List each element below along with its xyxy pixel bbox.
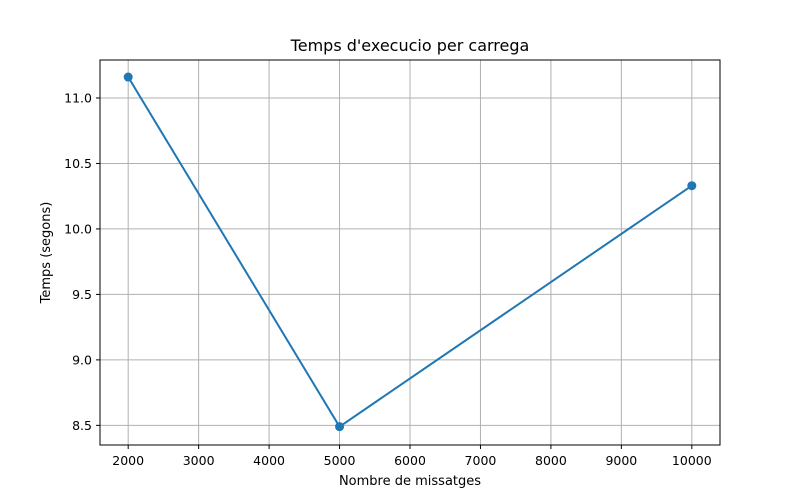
grid-layer bbox=[100, 60, 720, 445]
x-tick-label: 6000 bbox=[394, 453, 426, 468]
y-tick-label: 10.0 bbox=[64, 221, 92, 236]
tick-layer: 2000 3000 4000 5000 6000 7000 8000 9000 10000 8.5… bbox=[64, 90, 712, 468]
y-axis-label: Temps (segons) bbox=[39, 202, 54, 305]
data-point bbox=[335, 422, 345, 432]
x-tick-label: 7000 bbox=[465, 453, 497, 468]
chart-title: Temps d'execucio per carrega bbox=[290, 36, 530, 55]
y-tick-label: 10.5 bbox=[64, 156, 92, 171]
series-layer bbox=[123, 72, 697, 432]
x-tick-label: 4000 bbox=[253, 453, 285, 468]
data-point bbox=[687, 181, 697, 191]
y-tick-label: 9.5 bbox=[72, 287, 92, 302]
data-point bbox=[123, 72, 133, 82]
x-axis-label: Nombre de missatges bbox=[339, 474, 481, 489]
x-tick-label: 8000 bbox=[535, 453, 567, 468]
y-tick-label: 11.0 bbox=[64, 90, 92, 105]
x-tick-label: 5000 bbox=[324, 453, 356, 468]
y-tick-label: 9.0 bbox=[72, 352, 92, 367]
x-tick-label: 2000 bbox=[112, 453, 144, 468]
y-tick-label: 8.5 bbox=[72, 418, 92, 433]
x-tick-label: 9000 bbox=[605, 453, 637, 468]
x-tick-label: 3000 bbox=[183, 453, 215, 468]
x-tick-label: 10000 bbox=[672, 453, 712, 468]
